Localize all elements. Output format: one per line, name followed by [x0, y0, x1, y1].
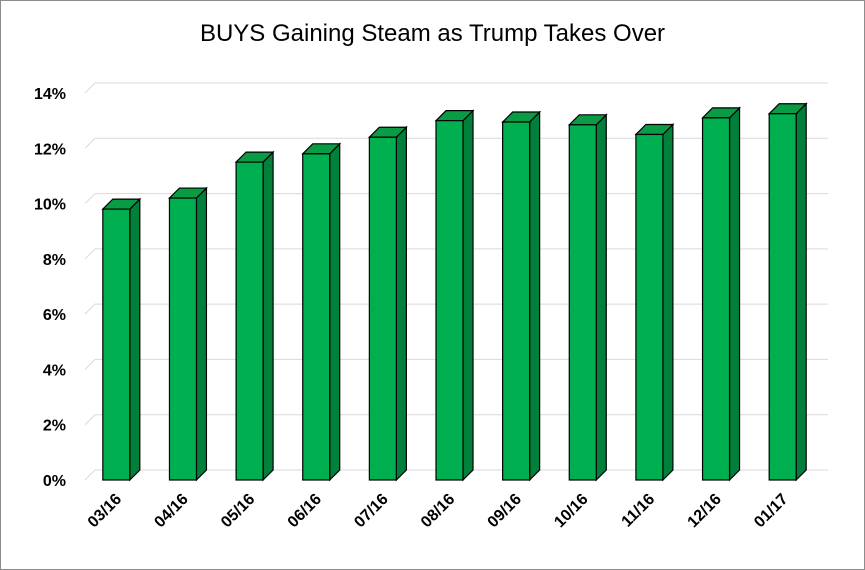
bar-front [302, 153, 331, 481]
bar [701, 106, 741, 482]
chart-title: BUYS Gaining Steam as Trump Takes Over [199, 20, 666, 47]
bar-front [168, 197, 198, 481]
bar [168, 186, 208, 482]
y-tick-label: 10% [34, 197, 66, 214]
y-tick-label: 0% [43, 473, 66, 490]
bar-side [395, 125, 407, 482]
x-tick-label: 01/17 [751, 491, 791, 531]
bar-front [102, 208, 131, 481]
bar [767, 102, 808, 482]
y-tick-label: 2% [43, 418, 66, 435]
bar-front [568, 124, 597, 481]
x-tick-label: 11/16 [619, 491, 659, 531]
bar-side [662, 123, 674, 482]
bar-side [129, 197, 141, 482]
bar-side [595, 113, 607, 482]
bar-side [529, 110, 541, 482]
y-tick-label: 8% [43, 252, 66, 269]
x-tick-label: 05/16 [218, 491, 258, 531]
x-tick-label: 09/16 [485, 491, 525, 531]
bar-front [435, 120, 464, 481]
bar [101, 197, 142, 482]
bar-side [195, 186, 208, 482]
y-tick-label: 12% [34, 141, 66, 158]
bar [634, 123, 675, 482]
y-tick-label: 14% [34, 86, 66, 103]
bar-side [462, 109, 474, 482]
x-axis-ticks: 03/16 04/16 05/16 06/16 07/16 08/16 09/16 10/16… [85, 491, 792, 531]
bar [501, 110, 542, 482]
x-tick-label: 03/16 [85, 491, 125, 531]
gridline [84, 82, 828, 94]
bar [234, 150, 275, 482]
x-tick-label: 08/16 [418, 491, 458, 531]
bar [567, 113, 608, 482]
bar [434, 109, 475, 482]
bar-front [768, 113, 797, 481]
x-tick-label: 07/16 [351, 491, 391, 531]
bar-side [795, 102, 807, 482]
y-axis-ticks: 0% 2% 4% 6% 8% 10% 12% 14% [34, 86, 66, 490]
bar-front [235, 161, 264, 481]
y-tick-label: 4% [43, 362, 66, 379]
bar-side [262, 150, 274, 482]
x-tick-label: 10/16 [551, 491, 591, 531]
bar [301, 142, 342, 482]
bar-front [701, 117, 731, 481]
y-tick-label: 6% [43, 307, 66, 324]
bar [367, 125, 408, 482]
bars [101, 102, 808, 482]
bar-side [728, 106, 741, 482]
x-tick-label: 06/16 [285, 491, 325, 531]
x-tick-label: 04/16 [151, 491, 191, 531]
bar-front [368, 136, 397, 481]
bar-side [329, 142, 341, 482]
bar-front [502, 121, 531, 481]
x-tick-label: 12/16 [685, 491, 725, 531]
bar-front [635, 133, 664, 481]
